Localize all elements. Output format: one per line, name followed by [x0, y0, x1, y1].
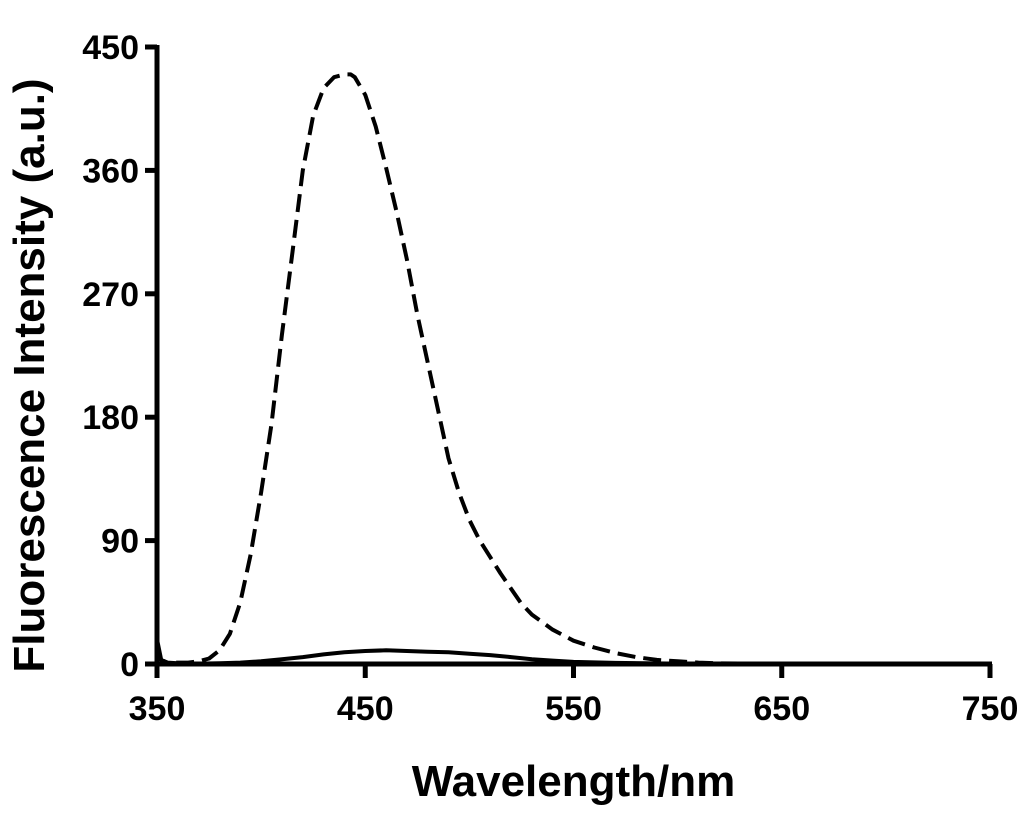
x-tick-label: 350: [129, 690, 186, 728]
y-tick-label: 270: [82, 276, 139, 314]
plot-series: [155, 72, 990, 666]
x-axis: 350 450 550 650 750: [129, 661, 1019, 728]
y-axis: 0 90 180 270 360 450: [82, 29, 160, 684]
x-tick-label: 750: [962, 690, 1019, 728]
y-axis-title: Fluorescence Intensity (a.u.): [5, 78, 54, 672]
dashed-series-line: [155, 72, 990, 666]
x-tick-label: 450: [337, 690, 394, 728]
x-tick-label: 550: [545, 690, 602, 728]
y-tick-label: 0: [120, 646, 139, 684]
solid-series-line: [155, 638, 990, 666]
y-tick-label: 450: [82, 29, 139, 67]
x-axis-title: Wavelength/nm: [412, 757, 736, 806]
x-tick-label: 650: [753, 690, 810, 728]
y-tick-label: 90: [101, 523, 139, 561]
y-tick-label: 360: [82, 152, 139, 190]
y-tick-label: 180: [82, 399, 139, 437]
